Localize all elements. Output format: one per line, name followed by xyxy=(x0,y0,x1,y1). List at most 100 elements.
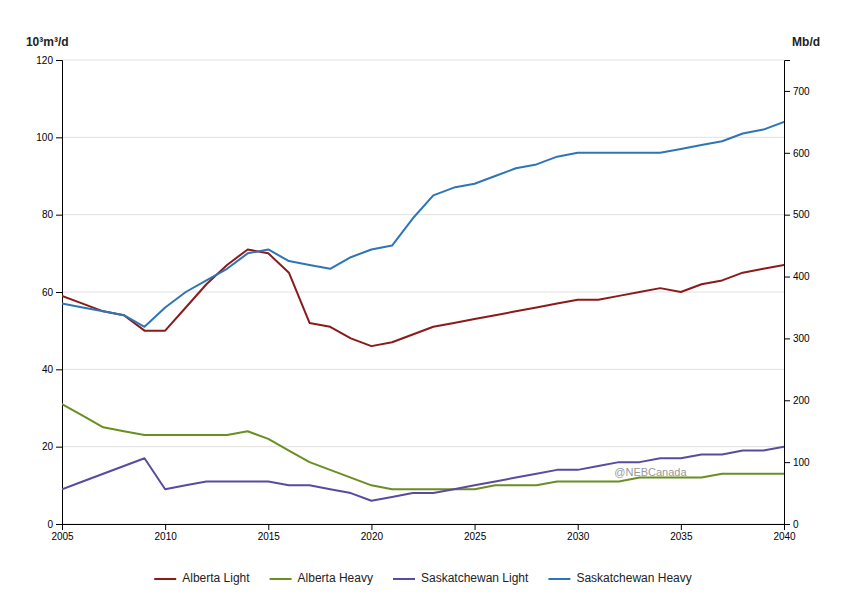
lines xyxy=(62,122,784,501)
series-line xyxy=(62,447,784,501)
tick-label: 400 xyxy=(793,271,810,282)
tick-mark xyxy=(56,447,62,448)
grid-line xyxy=(62,214,784,215)
tick-mark xyxy=(784,400,790,401)
tick: 300 xyxy=(784,333,810,344)
grid xyxy=(62,60,784,524)
tick-mark xyxy=(784,462,790,463)
legend-swatch xyxy=(154,578,176,580)
legend-item: Alberta Light xyxy=(154,571,250,585)
tick-mark xyxy=(784,153,790,154)
grid-line xyxy=(62,446,784,447)
chart: 2005201020152020202520302035204002040608… xyxy=(0,0,846,604)
legend-item: Alberta Heavy xyxy=(270,571,373,585)
tick-mark xyxy=(784,91,790,92)
tick-label: 80 xyxy=(42,209,54,220)
tick: 2030 xyxy=(567,524,590,542)
tick-mark xyxy=(56,60,62,61)
series-line xyxy=(62,249,784,346)
legend-swatch xyxy=(270,578,292,580)
legend-label: Alberta Light xyxy=(182,571,250,585)
y2-axis-title: Mb/d xyxy=(792,35,820,49)
tick: 200 xyxy=(784,395,810,406)
tick: 60 xyxy=(42,287,62,298)
tick-label: 120 xyxy=(36,55,53,66)
y-axis-title: 10³m³/d xyxy=(26,35,69,49)
tick-label: 2015 xyxy=(258,531,281,542)
tick-mark xyxy=(56,137,62,138)
tick-label: 2010 xyxy=(155,531,178,542)
tick-mark xyxy=(56,215,62,216)
legend-label: Saskatchewan Heavy xyxy=(576,571,691,585)
tick: 20 xyxy=(42,441,62,452)
x-axis: 2005 2010 2015 2020 2025 2030 2035 2040 xyxy=(51,524,796,542)
axis-line xyxy=(56,61,63,525)
tick-label: 60 xyxy=(42,287,54,298)
tick: 2035 xyxy=(670,524,693,542)
tick-label: 2025 xyxy=(464,531,487,542)
tick: 2005 xyxy=(51,524,74,542)
tick: 0 xyxy=(784,519,799,530)
axis-line xyxy=(63,525,785,531)
tick-label: 40 xyxy=(42,364,54,375)
tick: 100 xyxy=(36,132,62,143)
legend-swatch xyxy=(548,578,570,580)
tick-mark xyxy=(681,524,682,530)
tick-label: 0 xyxy=(793,519,799,530)
tick-label: 2020 xyxy=(361,531,384,542)
grid-line xyxy=(62,369,784,370)
series-line xyxy=(62,122,784,327)
tick: 2025 xyxy=(464,524,487,542)
tick-label: 2030 xyxy=(567,531,590,542)
tick-mark xyxy=(371,524,372,530)
grid-line xyxy=(62,137,784,138)
tick-label: 500 xyxy=(793,209,810,220)
tick: 500 xyxy=(784,209,810,220)
y-axis: 0 20 40 60 80 100 120 xyxy=(36,55,62,530)
tick-mark xyxy=(56,524,62,525)
legend-label: Alberta Heavy xyxy=(298,571,373,585)
tick-mark xyxy=(56,292,62,293)
tick-label: 700 xyxy=(793,86,810,97)
tick-label: 600 xyxy=(793,148,810,159)
legend-item: Saskatchewan Heavy xyxy=(548,571,691,585)
legend-item: Saskatchewan Light xyxy=(393,571,529,585)
legend-label: Saskatchewan Light xyxy=(421,571,529,585)
tick-label: 0 xyxy=(47,519,53,530)
tick: 400 xyxy=(784,271,810,282)
tick-label: 20 xyxy=(42,441,54,452)
axis-line xyxy=(785,61,791,525)
tick: 700 xyxy=(784,86,810,97)
tick-label: 100 xyxy=(793,457,810,468)
tick: 2010 xyxy=(155,524,178,542)
series-line xyxy=(62,404,784,489)
tick-mark xyxy=(784,215,790,216)
tick: 600 xyxy=(784,148,810,159)
tick-mark xyxy=(784,524,790,525)
tick-label: 2035 xyxy=(670,531,693,542)
tick-label: 200 xyxy=(793,395,810,406)
annotation: @NEBCanada xyxy=(614,466,687,478)
legend-swatch xyxy=(393,578,415,580)
tick: 80 xyxy=(42,209,62,220)
y2-axis: 0 100 200 300 400 500 600 700 xyxy=(784,61,810,530)
tick-mark xyxy=(475,524,476,530)
tick-mark xyxy=(56,369,62,370)
tick-mark xyxy=(784,277,790,278)
tick-label: 100 xyxy=(36,132,53,143)
tick-mark xyxy=(268,524,269,530)
tick-mark xyxy=(578,524,579,530)
tick-label: 2005 xyxy=(51,531,74,542)
tick-mark xyxy=(784,338,790,339)
tick: 100 xyxy=(784,457,810,468)
tick: 120 xyxy=(36,55,62,66)
tick: 0 xyxy=(47,519,62,530)
tick: 2020 xyxy=(361,524,384,542)
tick: 40 xyxy=(42,364,62,375)
legend: Alberta Light Alberta Heavy Saskatchewan L… xyxy=(154,571,692,585)
tick-label: 2040 xyxy=(773,531,796,542)
tick: 2015 xyxy=(258,524,281,542)
tick-mark xyxy=(165,524,166,530)
grid-line xyxy=(62,60,784,61)
tick-label: 300 xyxy=(793,333,810,344)
